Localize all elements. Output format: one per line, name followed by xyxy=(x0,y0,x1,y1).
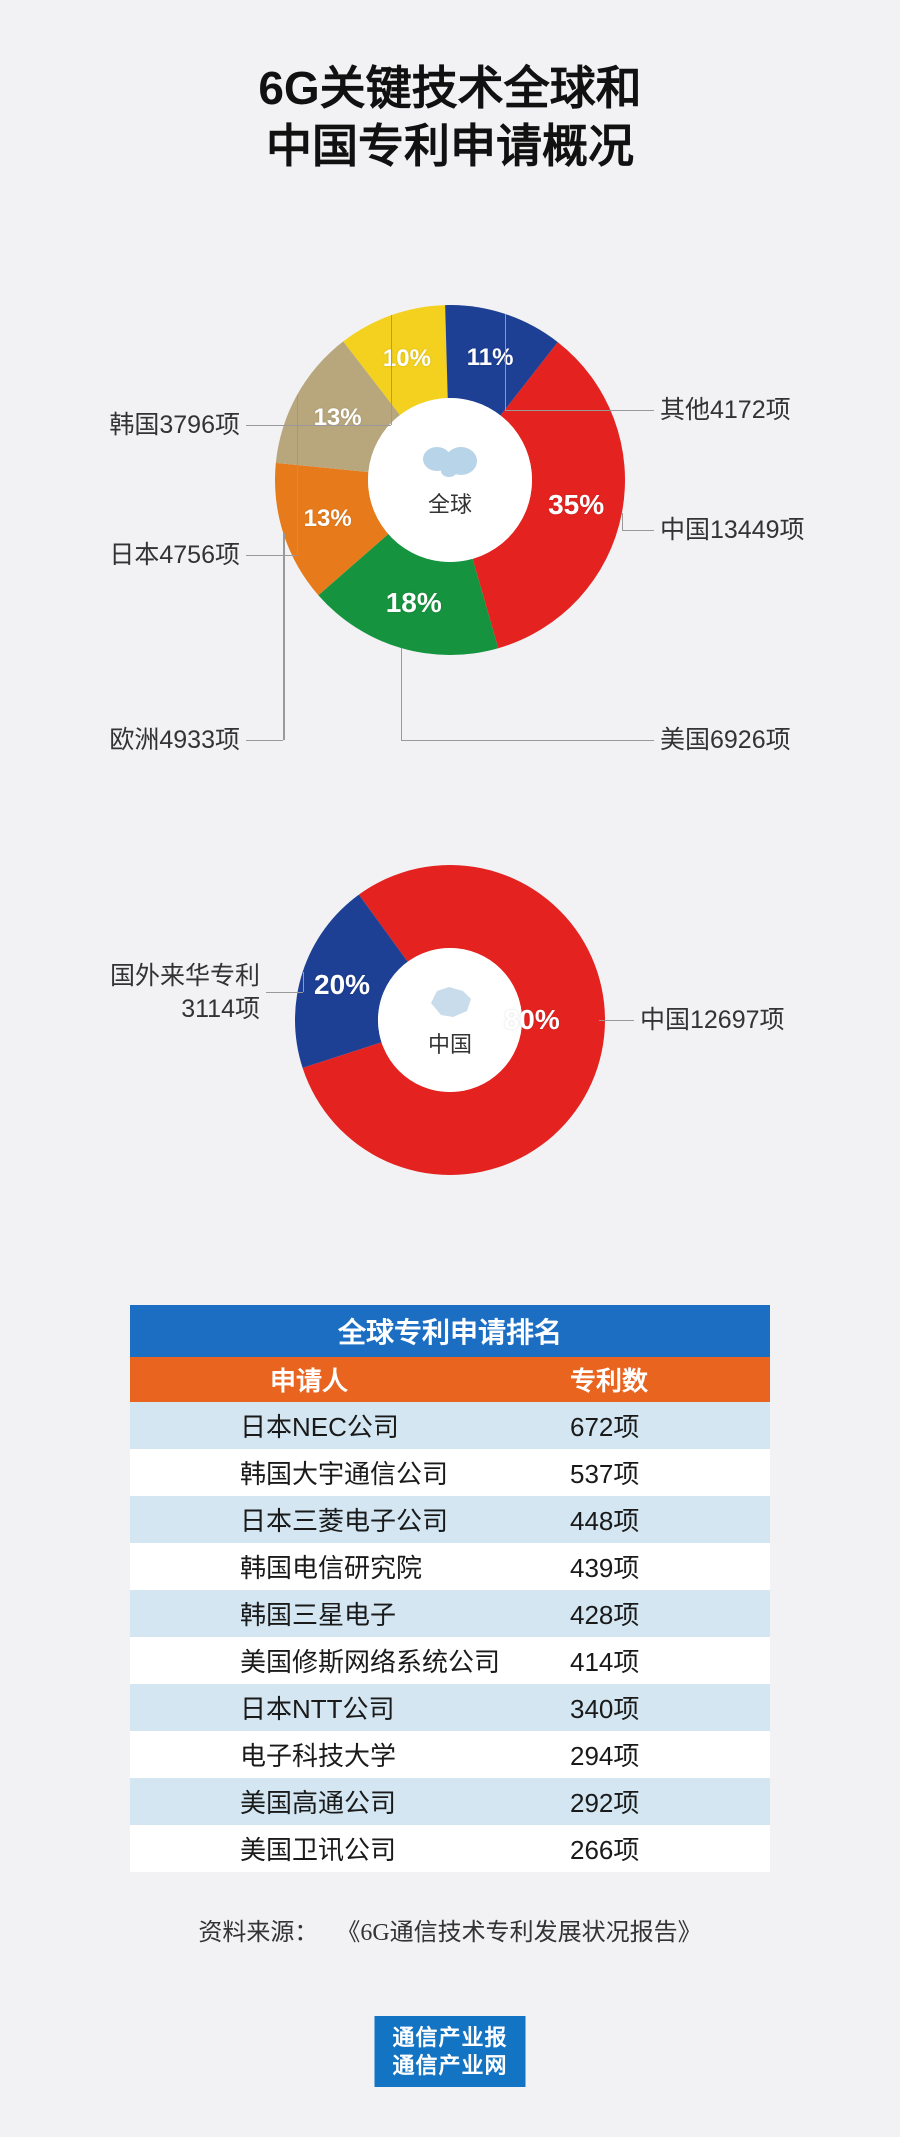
footer-line-1: 通信产业报 xyxy=(392,2025,507,2050)
cell-applicant: 美国修斯网络系统公司 xyxy=(130,1642,570,1679)
source-label: 资料来源： xyxy=(198,1920,318,1946)
slice-callout: 欧洲4933项 xyxy=(109,724,240,757)
table-row: 韩国三星电子428项 xyxy=(130,1590,770,1637)
cell-count: 266项 xyxy=(570,1830,770,1867)
slice-pct: 11% xyxy=(467,344,514,372)
slice-pct: 13% xyxy=(304,505,352,533)
leader-line xyxy=(283,533,284,740)
rank-col-count: 专利数 xyxy=(570,1361,770,1398)
slice-pct: 80% xyxy=(504,1004,560,1036)
slice-callout: 国外来华专利3114项 xyxy=(110,960,260,1025)
rank-table: 全球专利申请排名 申请人 专利数 日本NEC公司672项韩国大宇通信公司537项… xyxy=(130,1305,770,1872)
rank-table-body: 日本NEC公司672项韩国大宇通信公司537项日本三菱电子公司448项韩国电信研… xyxy=(130,1402,770,1872)
slice-callout: 日本4756项 xyxy=(109,539,240,572)
cell-applicant: 韩国三星电子 xyxy=(130,1595,570,1632)
cell-count: 672项 xyxy=(570,1407,770,1444)
slice-callout: 中国12697项 xyxy=(640,1004,785,1037)
cell-applicant: 韩国大宇通信公司 xyxy=(130,1454,570,1491)
slice-callout: 韩国3796项 xyxy=(109,409,240,442)
cell-count: 292项 xyxy=(570,1783,770,1820)
leader-line xyxy=(505,314,506,410)
china-chart-area: 中国 80% 20% 中国12697项 国外来华专利3114项 xyxy=(0,825,900,1245)
global-donut-center: 全球 xyxy=(368,398,532,562)
slice-pct: 13% xyxy=(314,404,362,432)
cell-count: 414项 xyxy=(570,1642,770,1679)
cell-count: 439项 xyxy=(570,1548,770,1585)
leader-line xyxy=(303,972,304,992)
table-row: 日本三菱电子公司448项 xyxy=(130,1496,770,1543)
rank-table-header: 申请人 专利数 xyxy=(130,1357,770,1402)
rank-table-title: 全球专利申请排名 xyxy=(130,1305,770,1357)
global-donut: 全球 xyxy=(275,305,625,655)
cell-count: 428项 xyxy=(570,1595,770,1632)
table-row: 韩国大宇通信公司537项 xyxy=(130,1449,770,1496)
cell-count: 340项 xyxy=(570,1689,770,1726)
globe-icon xyxy=(419,441,481,487)
china-center-label: 中国 xyxy=(428,1027,472,1059)
table-row: 韩国电信研究院439项 xyxy=(130,1543,770,1590)
table-row: 美国修斯网络系统公司414项 xyxy=(130,1637,770,1684)
cell-applicant: 美国卫讯公司 xyxy=(130,1830,570,1867)
slice-callout: 中国13449项 xyxy=(660,514,805,547)
page-title: 6G关键技术全球和 中国专利申请概况 xyxy=(0,0,900,175)
global-chart-area: 全球 35% 18% 13% 13% 10% 11% 中国13449项美国6926项 欧洲4… xyxy=(0,185,900,785)
leader-line xyxy=(401,648,402,740)
leader-line xyxy=(246,740,283,741)
global-center-label: 全球 xyxy=(428,487,472,519)
slice-pct: 18% xyxy=(386,587,442,619)
cell-applicant: 韩国电信研究院 xyxy=(130,1548,570,1585)
cell-applicant: 日本NEC公司 xyxy=(130,1407,570,1444)
cell-applicant: 美国高通公司 xyxy=(130,1783,570,1820)
table-row: 电子科技大学294项 xyxy=(130,1731,770,1778)
slice-pct: 35% xyxy=(548,489,604,521)
title-line-1: 6G关键技术全球和 xyxy=(258,62,641,114)
table-row: 美国高通公司292项 xyxy=(130,1778,770,1825)
leader-line xyxy=(246,425,391,426)
leader-line xyxy=(401,740,654,741)
table-row: 日本NEC公司672项 xyxy=(130,1402,770,1449)
leader-line xyxy=(622,530,654,531)
table-row: 美国卫讯公司266项 xyxy=(130,1825,770,1872)
cell-count: 294项 xyxy=(570,1736,770,1773)
slice-callout: 美国6926项 xyxy=(660,724,791,757)
leader-line xyxy=(297,395,298,555)
leader-line xyxy=(622,513,623,530)
slice-pct: 10% xyxy=(383,345,431,373)
leader-line xyxy=(246,555,297,556)
source-line: 资料来源： 《6G通信技术专利发展状况报告》 xyxy=(0,1912,900,1947)
slice-callout: 其他4172项 xyxy=(660,394,791,427)
cell-applicant: 日本NTT公司 xyxy=(130,1689,570,1726)
footer-line-2: 通信产业网 xyxy=(392,2053,507,2078)
cell-applicant: 日本三菱电子公司 xyxy=(130,1501,570,1538)
china-donut-center: 中国 xyxy=(378,948,522,1092)
source-text: 《6G通信技术专利发展状况报告》 xyxy=(336,1920,701,1946)
cell-count: 448项 xyxy=(570,1501,770,1538)
leader-line xyxy=(391,315,392,425)
cell-applicant: 电子科技大学 xyxy=(130,1736,570,1773)
leader-line xyxy=(266,992,303,993)
cell-count: 537项 xyxy=(570,1454,770,1491)
slice-pct: 20% xyxy=(314,969,370,1001)
leader-line xyxy=(505,410,654,411)
rank-col-applicant: 申请人 xyxy=(130,1361,570,1398)
leader-line xyxy=(599,1020,634,1021)
title-line-2: 中国专利申请概况 xyxy=(266,120,634,172)
table-row: 日本NTT公司340项 xyxy=(130,1684,770,1731)
china-map-icon xyxy=(423,981,477,1027)
footer-badge: 通信产业报 通信产业网 xyxy=(374,2016,525,2087)
